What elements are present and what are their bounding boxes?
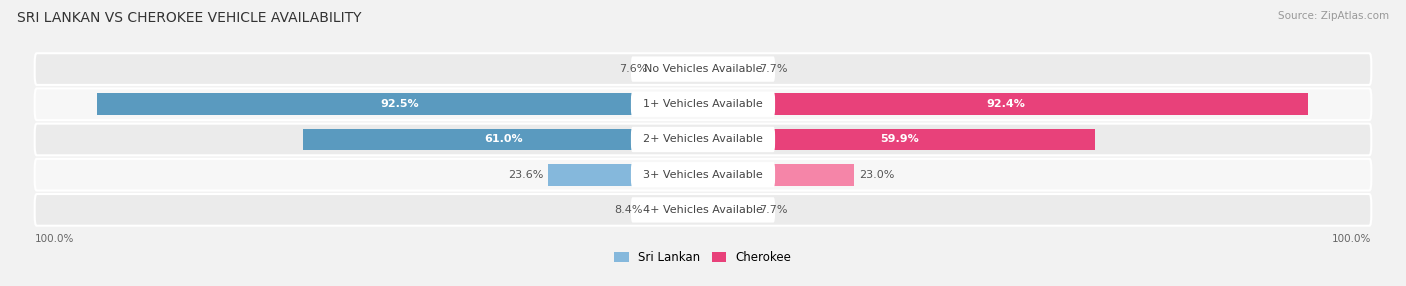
FancyBboxPatch shape: [631, 197, 775, 223]
FancyBboxPatch shape: [35, 53, 1371, 85]
Text: Source: ZipAtlas.com: Source: ZipAtlas.com: [1278, 11, 1389, 21]
Text: 100.0%: 100.0%: [35, 234, 75, 244]
Text: 23.6%: 23.6%: [508, 170, 543, 180]
FancyBboxPatch shape: [35, 194, 1371, 226]
FancyBboxPatch shape: [631, 162, 775, 187]
Text: 3+ Vehicles Available: 3+ Vehicles Available: [643, 170, 763, 180]
Text: 23.0%: 23.0%: [859, 170, 894, 180]
Text: 59.9%: 59.9%: [880, 134, 918, 144]
Text: 7.6%: 7.6%: [620, 64, 648, 74]
FancyBboxPatch shape: [631, 92, 775, 117]
Legend: Sri Lankan, Cherokee: Sri Lankan, Cherokee: [610, 247, 796, 269]
Text: 8.4%: 8.4%: [614, 205, 643, 215]
FancyBboxPatch shape: [631, 127, 775, 152]
Text: No Vehicles Available: No Vehicles Available: [644, 64, 762, 74]
Bar: [548, 164, 703, 186]
FancyBboxPatch shape: [35, 159, 1371, 190]
Bar: [703, 199, 754, 221]
Bar: [648, 199, 703, 221]
Text: SRI LANKAN VS CHEROKEE VEHICLE AVAILABILITY: SRI LANKAN VS CHEROKEE VEHICLE AVAILABIL…: [17, 11, 361, 25]
Text: 100.0%: 100.0%: [1331, 234, 1371, 244]
Text: 7.7%: 7.7%: [759, 64, 787, 74]
Text: 4+ Vehicles Available: 4+ Vehicles Available: [643, 205, 763, 215]
Text: 61.0%: 61.0%: [484, 134, 523, 144]
Text: 92.5%: 92.5%: [381, 99, 419, 109]
Bar: [703, 58, 754, 80]
Bar: [703, 164, 853, 186]
Text: 92.4%: 92.4%: [986, 99, 1025, 109]
FancyBboxPatch shape: [631, 56, 775, 82]
Bar: [97, 93, 703, 115]
FancyBboxPatch shape: [35, 124, 1371, 155]
Bar: [654, 58, 703, 80]
Bar: [703, 93, 1309, 115]
Bar: [304, 129, 703, 150]
FancyBboxPatch shape: [35, 88, 1371, 120]
Text: 2+ Vehicles Available: 2+ Vehicles Available: [643, 134, 763, 144]
Bar: [703, 129, 1095, 150]
Text: 7.7%: 7.7%: [759, 205, 787, 215]
Text: 1+ Vehicles Available: 1+ Vehicles Available: [643, 99, 763, 109]
